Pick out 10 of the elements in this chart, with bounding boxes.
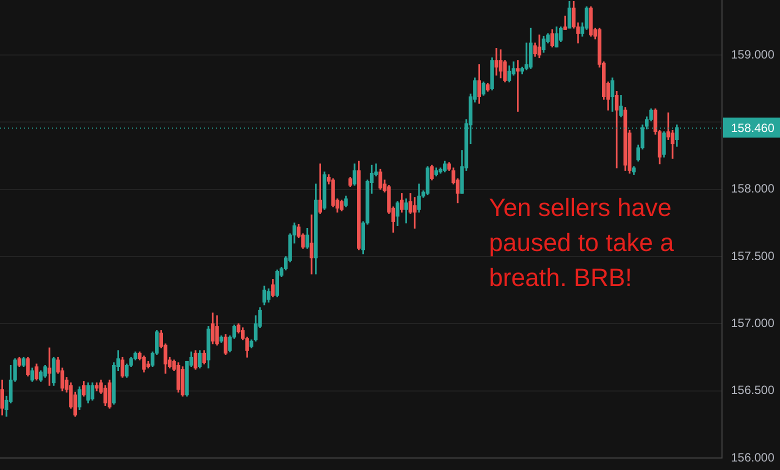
y-tick-label: 156.000 xyxy=(731,450,775,464)
candlestick xyxy=(48,348,52,386)
y-tick-label: 157.500 xyxy=(731,248,775,263)
y-tick-label: 157.000 xyxy=(731,316,775,330)
annotation: Yen sellers have paused to take a breath. BRB! xyxy=(489,193,675,294)
y-tick-label: 156.500 xyxy=(731,383,775,398)
y-tick-label: 159.000 xyxy=(731,47,775,62)
candlestick xyxy=(310,214,314,274)
y-tick-label: 158.000 xyxy=(731,182,775,196)
ref-line-label: 158.460 xyxy=(731,120,775,135)
